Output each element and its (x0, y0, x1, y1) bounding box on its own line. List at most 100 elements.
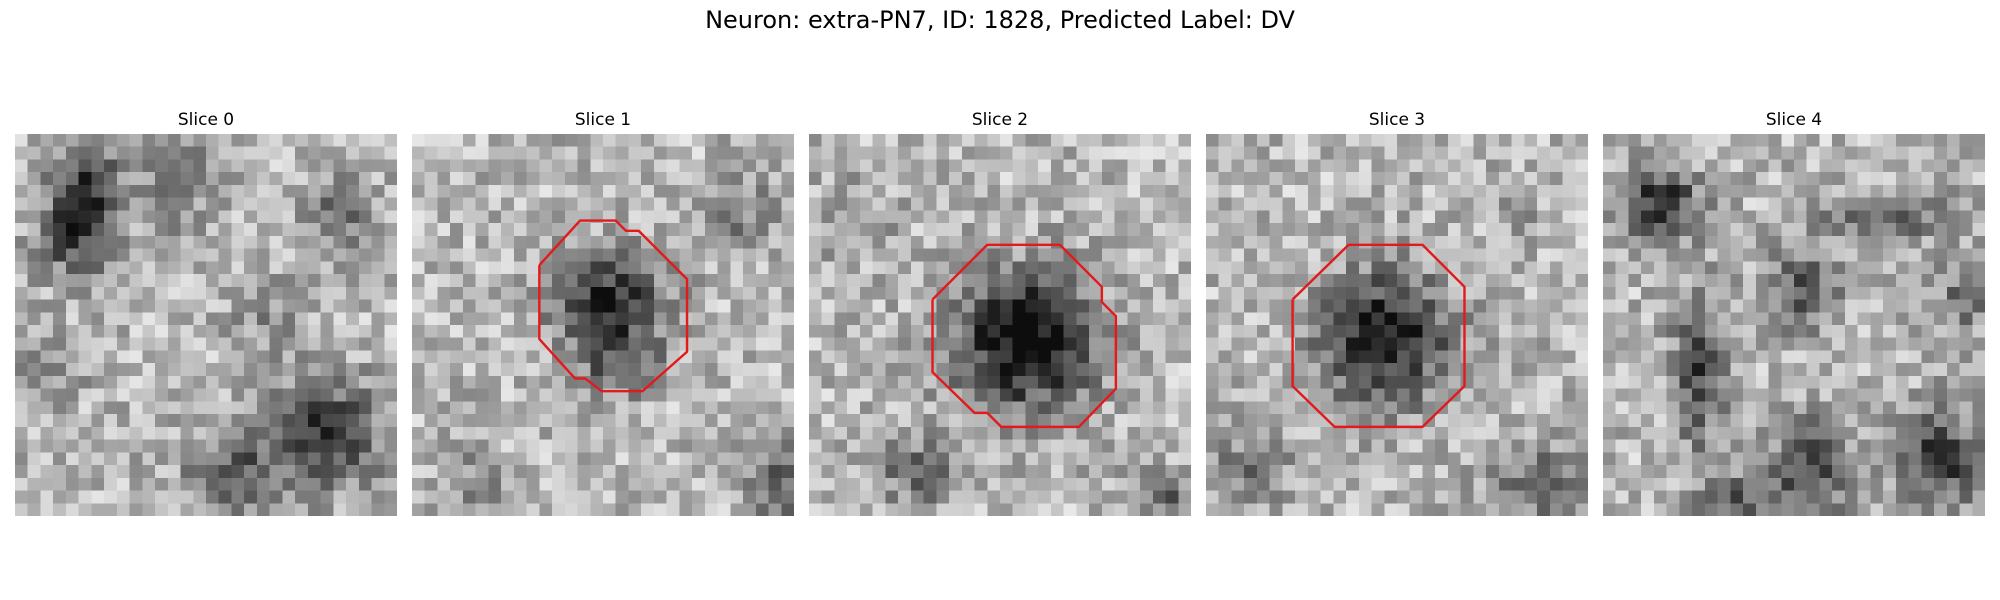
image-pixel (1934, 197, 1948, 211)
image-pixel (1101, 159, 1115, 173)
image-pixel (1921, 210, 1935, 224)
image-pixel (821, 337, 835, 351)
image-pixel (526, 312, 540, 326)
image-pixel (692, 388, 706, 402)
image-pixel (1206, 235, 1219, 249)
image-pixel (603, 503, 616, 516)
image-pixel (1101, 414, 1115, 428)
image-pixel (193, 426, 207, 440)
image-pixel (590, 325, 604, 338)
image-pixel (256, 312, 270, 326)
image-pixel (834, 325, 848, 338)
image-pixel (1908, 490, 1922, 504)
image-pixel (949, 299, 963, 313)
image-pixel (142, 503, 156, 516)
image-pixel (1050, 401, 1064, 415)
image-pixel (180, 414, 194, 428)
image-pixel (1256, 452, 1270, 466)
image-pixel (1000, 223, 1013, 237)
image-pixel (1256, 363, 1270, 377)
image-pixel (1498, 465, 1512, 479)
image-pixel (1435, 235, 1449, 249)
image-pixel (539, 375, 553, 389)
image-pixel (1870, 465, 1884, 479)
image-pixel (1743, 274, 1757, 288)
image-pixel (923, 286, 937, 300)
image-pixel (1346, 426, 1360, 440)
image-pixel (552, 325, 566, 338)
image-pixel (1537, 375, 1551, 389)
image-pixel (1038, 261, 1052, 275)
image-pixel (743, 274, 757, 288)
image-pixel (821, 388, 835, 402)
image-pixel (1921, 235, 1935, 249)
image-pixel (193, 401, 207, 415)
image-pixel (1089, 465, 1103, 479)
image-pixel (1178, 223, 1191, 237)
image-pixel (564, 235, 578, 249)
image-pixel (53, 261, 67, 275)
image-pixel (256, 248, 270, 262)
image-pixel (1486, 465, 1500, 479)
image-pixel (1743, 248, 1757, 262)
image-pixel (1269, 312, 1283, 326)
image-pixel (424, 184, 438, 198)
image-pixel (1152, 197, 1166, 211)
image-pixel (269, 223, 283, 237)
image-pixel (628, 452, 642, 466)
image-pixel (1717, 312, 1731, 326)
image-pixel (1549, 274, 1563, 288)
image-pixel (1921, 299, 1935, 313)
image-pixel (1755, 134, 1769, 147)
image-pixel (167, 235, 181, 249)
image-pixel (1717, 325, 1731, 338)
image-pixel (809, 261, 822, 275)
image-pixel (564, 363, 578, 377)
image-pixel (961, 312, 975, 326)
image-pixel (282, 503, 296, 516)
image-pixel (603, 223, 616, 237)
image-pixel (974, 337, 988, 351)
image-pixel (1755, 325, 1769, 338)
image-pixel (1460, 159, 1474, 173)
image-pixel (91, 401, 105, 415)
image-pixel (282, 286, 296, 300)
image-pixel (488, 197, 502, 211)
image-pixel (615, 401, 629, 415)
image-pixel (129, 184, 143, 198)
image-pixel (1295, 337, 1309, 351)
image-pixel (282, 439, 296, 453)
image-pixel (1857, 337, 1871, 351)
image-pixel (1768, 134, 1782, 147)
image-pixel (1895, 261, 1909, 275)
image-pixel (653, 299, 667, 313)
image-pixel (231, 223, 245, 237)
image-pixel (1524, 363, 1538, 377)
image-pixel (1447, 172, 1461, 186)
image-pixel (412, 286, 425, 300)
image-pixel (27, 375, 41, 389)
image-pixel (910, 414, 924, 428)
image-pixel (1603, 401, 1616, 415)
image-pixel (1883, 261, 1897, 275)
image-pixel (424, 414, 438, 428)
image-pixel (27, 337, 41, 351)
image-pixel (1972, 274, 1985, 288)
image-pixel (206, 210, 219, 224)
image-pixel (1447, 299, 1461, 313)
image-pixel (1972, 426, 1985, 440)
image-pixel (1295, 274, 1309, 288)
image-pixel (539, 477, 553, 491)
image-pixel (936, 197, 950, 211)
image-pixel (1870, 363, 1884, 377)
image-pixel (1844, 172, 1858, 186)
image-pixel (412, 337, 425, 351)
image-pixel (1397, 426, 1410, 440)
image-pixel (768, 388, 782, 402)
image-pixel (768, 503, 782, 516)
image-pixel (256, 375, 270, 389)
image-pixel (974, 503, 988, 516)
image-pixel (1615, 248, 1629, 262)
image-pixel (641, 134, 655, 147)
image-pixel (1806, 490, 1820, 504)
